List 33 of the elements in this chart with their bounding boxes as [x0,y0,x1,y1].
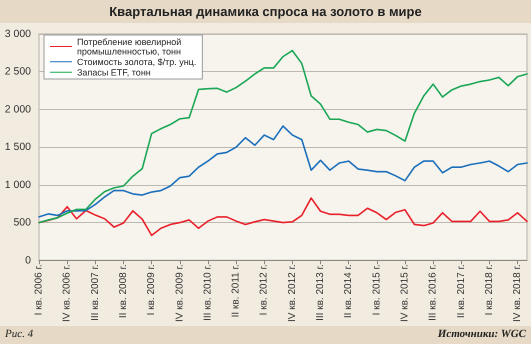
x-tick-label: II кв. 2008 г. [118,264,129,318]
x-tick-label: IV кв. 2012 г. [286,264,298,322]
x-tick-label: I кв. 2006 г. [34,264,44,316]
text: Рис. 4 [5,328,34,340]
chart-title: Квартальная динамика спроса на золото в мире [0,0,531,23]
legend-label: Стоимость золота, $/тр. унц. [77,56,196,67]
y-tick-label: 2 000 [4,103,32,116]
line-series [38,125,528,218]
x-tick-label: II кв. 2017 г. [456,264,467,318]
x-tick-label: I кв. 2009 г. [146,264,158,316]
y-tick-label: 1 000 [4,178,32,191]
x-tick-label: III кв. 2007 г. [90,264,101,321]
x-tick-label: I кв. 2012 г. [258,264,270,316]
x-tick-label: II кв. 2011 г. [230,264,242,318]
line-series [38,50,528,224]
legend-label: Потребление ювелирной промышленностью, тонн [77,36,182,56]
x-tick-label: IV кв. 2006 г. [62,264,73,322]
x-tick-label: III кв. 2013 г. [315,264,326,321]
y-tick-label: 3 000 [4,28,32,40]
text: Источники: WGC [438,328,526,340]
x-tick-label: III кв. 2016 г. [428,264,439,321]
x-tick-label: IV кв. 2009 г. [174,264,186,322]
y-tick-label: 1 500 [4,141,32,154]
x-tick-label: IV кв. 2015 г. [400,264,410,322]
x-tick-label: III кв. 2010 г. [202,264,214,321]
x-tick-label: I кв. 2015 г. [371,264,382,316]
y-tick-label: 0 [25,254,32,266]
y-tick-label: 2 500 [4,66,32,78]
x-tick-label: II кв. 2014 г. [343,264,354,318]
x-tick-label: I кв. 2018 г. [484,264,495,316]
x-tick-label: IV кв. 2018 г. [512,264,524,322]
legend-label: Запасы ETF, тонн [77,67,151,78]
y-tick-label: 500 [13,216,32,229]
